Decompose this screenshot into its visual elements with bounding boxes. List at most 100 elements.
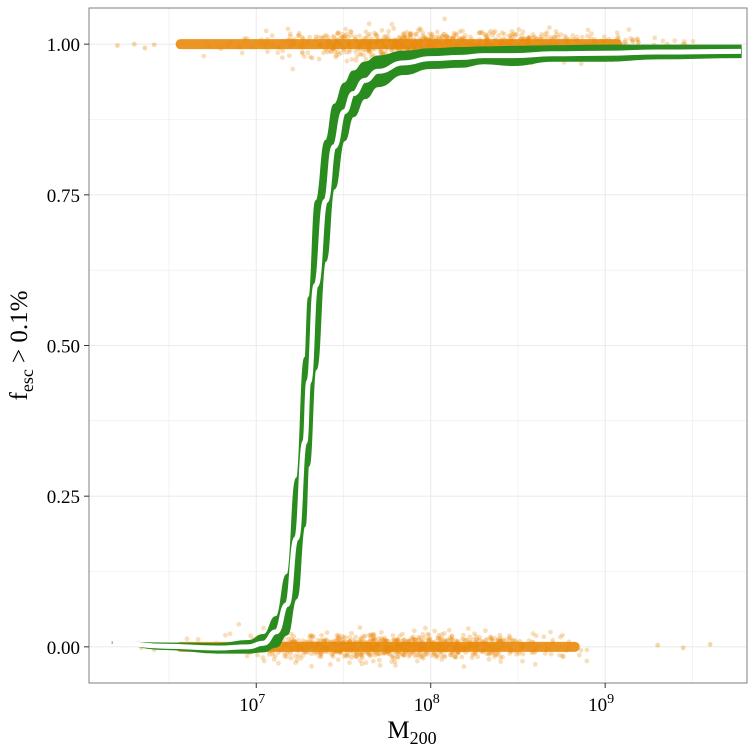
data-point-outlier xyxy=(131,41,137,47)
data-point xyxy=(330,654,336,659)
data-point xyxy=(342,634,348,640)
data-point xyxy=(520,29,526,35)
data-point xyxy=(585,33,590,39)
data-point xyxy=(488,635,494,640)
data-point xyxy=(301,54,307,59)
data-point xyxy=(322,637,328,643)
data-point xyxy=(506,633,512,639)
data-point xyxy=(472,631,477,637)
data-point xyxy=(474,637,480,643)
data-point xyxy=(410,637,416,643)
data-point xyxy=(380,637,386,643)
axis-ticks: 0.00 0.25 0.50 0.75 1.00 107 108 109 xyxy=(47,35,614,716)
data-point xyxy=(562,33,568,39)
data-point xyxy=(381,650,387,656)
data-point xyxy=(467,34,473,40)
data-point xyxy=(340,34,346,40)
data-point xyxy=(475,654,481,660)
data-point xyxy=(501,31,507,37)
data-point xyxy=(334,31,340,37)
data-point xyxy=(585,27,591,33)
data-point xyxy=(300,652,306,658)
data-point xyxy=(288,651,294,656)
data-point xyxy=(443,34,448,40)
data-point xyxy=(439,657,445,662)
data-point xyxy=(486,31,492,36)
data-point-outlier xyxy=(655,642,661,648)
data-point xyxy=(460,632,466,638)
data-point xyxy=(652,35,658,41)
data-point xyxy=(470,652,476,658)
data-point xyxy=(288,655,294,661)
data-point xyxy=(576,652,582,658)
data-point xyxy=(333,54,339,60)
data-point xyxy=(307,633,313,639)
data-point xyxy=(483,32,489,38)
data-point xyxy=(494,652,500,658)
data-point xyxy=(543,34,549,40)
data-point xyxy=(630,37,635,43)
x-tick-label: 109 xyxy=(588,692,614,716)
data-point xyxy=(560,653,566,659)
data-point xyxy=(416,652,422,658)
data-point xyxy=(444,34,450,40)
data-point xyxy=(390,633,396,638)
data-point xyxy=(588,35,593,41)
data-point xyxy=(293,653,298,659)
data-point xyxy=(558,32,564,37)
y-tick-label: 0.00 xyxy=(47,638,80,659)
data-point xyxy=(394,654,400,660)
data-point xyxy=(526,34,531,40)
data-point xyxy=(375,651,380,657)
data-point xyxy=(516,27,522,32)
data-point xyxy=(324,637,329,643)
data-point xyxy=(279,55,285,61)
data-point xyxy=(296,33,301,38)
data-point xyxy=(672,38,678,44)
data-point xyxy=(340,31,345,37)
data-point xyxy=(424,652,430,657)
data-point xyxy=(366,651,372,657)
data-point xyxy=(376,636,382,642)
data-point xyxy=(394,650,399,656)
data-point xyxy=(269,33,275,39)
data-point xyxy=(437,637,443,643)
data-point xyxy=(325,34,331,40)
data-point xyxy=(401,34,406,40)
data-point xyxy=(345,650,350,656)
data-point xyxy=(510,32,516,38)
data-point xyxy=(344,31,350,37)
data-point xyxy=(373,32,379,38)
data-point xyxy=(407,31,413,37)
data-point xyxy=(433,653,439,659)
data-point xyxy=(391,637,397,643)
data-point xyxy=(682,39,687,44)
data-point xyxy=(449,637,455,642)
data-point xyxy=(370,637,376,643)
data-point xyxy=(332,49,338,55)
data-point xyxy=(341,34,347,40)
data-point xyxy=(330,33,336,39)
data-point xyxy=(316,56,322,62)
data-point xyxy=(401,637,407,643)
data-point xyxy=(282,653,288,659)
data-point xyxy=(541,634,547,640)
data-point xyxy=(453,32,459,38)
data-point xyxy=(310,634,316,640)
data-point xyxy=(280,48,286,54)
data-point xyxy=(291,634,297,639)
data-point xyxy=(420,30,426,36)
data-point xyxy=(420,33,426,39)
data-point xyxy=(548,629,553,635)
data-point xyxy=(227,631,233,637)
data-point xyxy=(453,654,459,660)
data-point xyxy=(299,49,305,55)
band-mean-line xyxy=(112,48,741,651)
data-point xyxy=(367,653,373,659)
x-tick-label: 107 xyxy=(239,692,265,716)
data-point xyxy=(570,33,576,38)
data-point xyxy=(500,654,505,660)
data-point xyxy=(578,647,584,653)
data-point xyxy=(483,34,489,40)
data-point xyxy=(427,637,432,643)
